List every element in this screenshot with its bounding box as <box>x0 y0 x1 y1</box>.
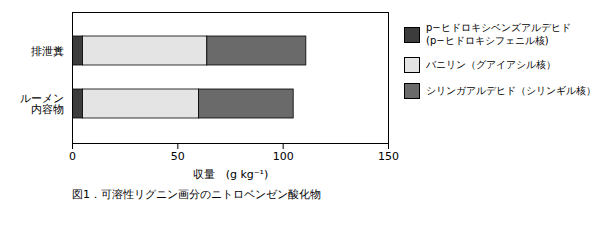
svg-text:0: 0 <box>69 150 76 163</box>
html-text:p−ヒドロキシベンズアルデヒド (p−ヒドロキシフェニル核): p−ヒドロキシベンズアルデヒド (p−ヒドロキシフェニル核) <box>426 22 571 46</box>
html-text:バニリン（グアイアシル核）: バニリン（グアイアシル核） <box>426 58 556 70</box>
svg-text:50: 50 <box>171 150 185 163</box>
svg-text:収量 (g kg⁻¹): 収量 (g kg⁻¹) <box>193 168 269 181</box>
svg-text:150: 150 <box>378 150 399 163</box>
svg-text:100: 100 <box>273 150 294 163</box>
html-text:図1．可溶性リグニン画分のニトロベンゼン酸化物: 図1．可溶性リグニン画分のニトロベンゼン酸化物 <box>72 188 321 201</box>
html-text:シリンガアルデヒド（シリンギル核）: シリンガアルデヒド（シリンギル核） <box>426 84 596 96</box>
svg-text:ルーメン内容物: ルーメン内容物 <box>20 92 64 116</box>
svg-text:排泄糞: 排泄糞 <box>31 45 64 58</box>
